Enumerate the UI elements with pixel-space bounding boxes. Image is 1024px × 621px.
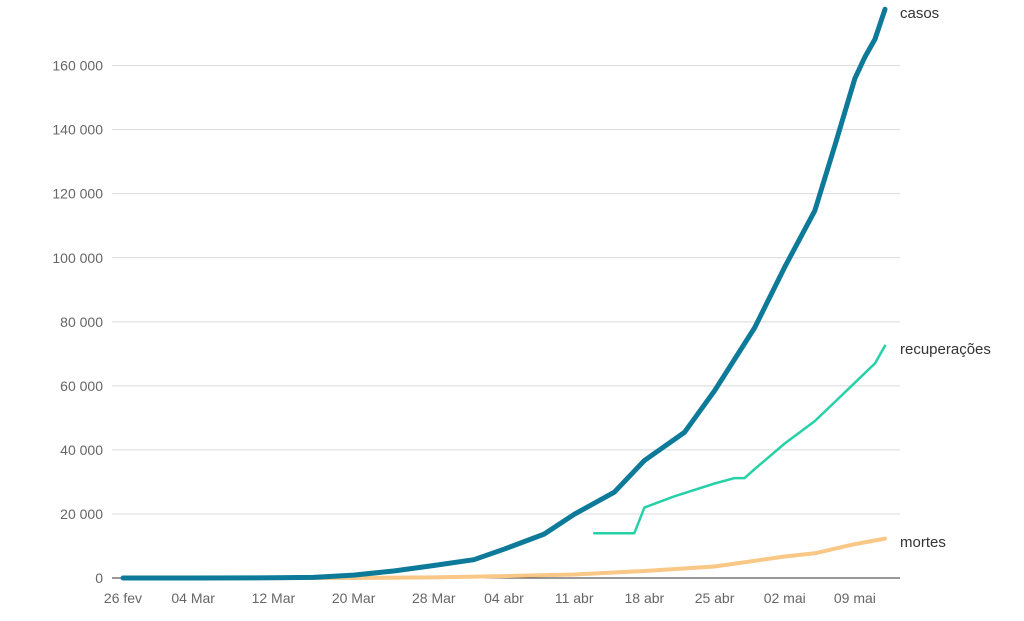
y-tick-label: 60 000 — [60, 378, 103, 394]
x-axis-tick-labels: 26 fev 04 Mar 12 Mar 20 Mar 28 Mar 04 abr 11 a… — [104, 590, 876, 606]
y-tick-label: 80 000 — [60, 314, 103, 330]
series-labels: casos recuperações mortes — [900, 5, 991, 551]
x-tick-label: 02 mai — [764, 590, 806, 606]
series-line-recuperacoes — [592, 344, 887, 535]
x-tick-label: 04 abr — [484, 590, 524, 606]
y-tick-label: 100 000 — [52, 250, 103, 266]
y-tick-label: 20 000 — [60, 506, 103, 522]
series-label-recuperacoes: recuperações — [900, 341, 991, 358]
series-lines — [120, 6, 888, 581]
x-tick-label: 20 Mar — [332, 590, 376, 606]
y-tick-label: 0 — [95, 570, 103, 586]
x-tick-label: 18 abr — [625, 590, 665, 606]
x-tick-label: 25 abr — [695, 590, 735, 606]
grid-lines — [112, 65, 900, 515]
x-tick-label: 28 Mar — [412, 590, 456, 606]
y-tick-label: 140 000 — [52, 122, 103, 138]
x-tick-label: 26 fev — [104, 590, 142, 606]
x-tick-label: 11 abr — [555, 590, 594, 606]
y-tick-label: 160 000 — [52, 58, 103, 74]
x-tick-label: 04 Mar — [171, 590, 215, 606]
series-line-mortes — [121, 536, 887, 580]
x-tick-label: 12 Mar — [252, 590, 296, 606]
x-tick-label: 09 mai — [834, 590, 876, 606]
y-tick-label: 40 000 — [60, 442, 103, 458]
series-label-casos: casos — [900, 5, 939, 22]
y-axis-tick-labels: 0 20 000 40 000 60 000 80 000 100 000 120 000 1… — [52, 58, 103, 586]
series-label-mortes: mortes — [900, 534, 946, 551]
series-line-casos — [120, 6, 888, 581]
y-tick-label: 120 000 — [52, 186, 103, 202]
